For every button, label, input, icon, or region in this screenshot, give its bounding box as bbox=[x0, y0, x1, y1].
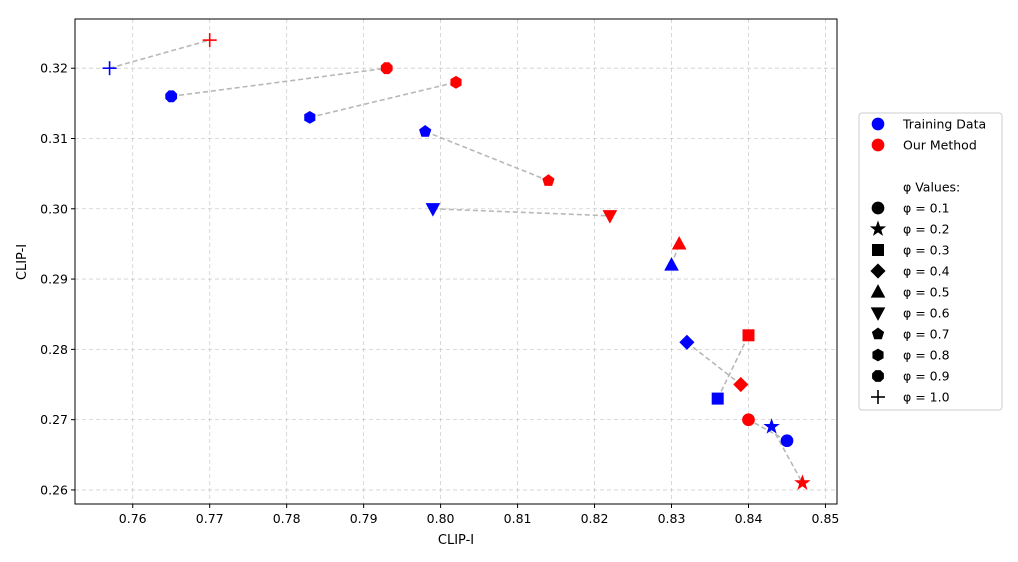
connector-line bbox=[424, 130, 549, 182]
legend-phi-label: φ = 0.6 bbox=[903, 306, 950, 321]
x-axis-label: CLIP-I bbox=[438, 533, 474, 548]
x-tick-label: 0.77 bbox=[196, 511, 224, 526]
plot-frame bbox=[74, 18, 838, 505]
legend-phi-label: φ = 0.1 bbox=[903, 201, 950, 216]
legend-phi-label: φ = 1.0 bbox=[903, 390, 950, 405]
y-tick-label: 0.32 bbox=[40, 61, 68, 76]
x-axis: 0.76 0.77 0.78 0.79 0.80 0.81 0.82 0.83 0.84 0.85 bbox=[119, 504, 840, 526]
y-tick-label: 0.28 bbox=[40, 342, 68, 357]
x-tick-label: 0.76 bbox=[119, 511, 147, 526]
y-tick-label: 0.29 bbox=[40, 272, 68, 287]
x-tick-label: 0.85 bbox=[812, 511, 840, 526]
connector-line bbox=[171, 67, 387, 98]
training-point bbox=[165, 90, 178, 103]
training-point bbox=[780, 434, 794, 448]
x-tick-label: 0.83 bbox=[658, 511, 686, 526]
x-tick-label: 0.81 bbox=[504, 511, 532, 526]
legend-swatch bbox=[871, 138, 885, 152]
our-method-point bbox=[450, 75, 462, 89]
our-method-point bbox=[542, 174, 555, 186]
legend-phi-label: φ = 0.3 bbox=[903, 243, 950, 258]
y-axis: 0.26 0.27 0.28 0.29 0.30 0.31 0.32 bbox=[40, 61, 75, 497]
connector-line bbox=[748, 418, 788, 442]
legend-marker-star bbox=[869, 220, 887, 236]
connector-line bbox=[309, 81, 457, 119]
legend-frame bbox=[858, 112, 1003, 411]
legend-marker-circle bbox=[871, 201, 885, 215]
legend-marker-plus bbox=[871, 390, 885, 404]
legend-entry-label: Our Method bbox=[903, 138, 977, 153]
y-tick-label: 0.26 bbox=[40, 482, 68, 497]
y-tick-label: 0.30 bbox=[40, 201, 68, 216]
x-tick-label: 0.78 bbox=[273, 511, 301, 526]
x-tick-label: 0.84 bbox=[735, 511, 763, 526]
our-method-point bbox=[794, 474, 811, 490]
training-point bbox=[763, 418, 780, 434]
training-point bbox=[102, 61, 117, 76]
legend-swatch bbox=[871, 117, 885, 131]
y-axis-label: CLIP-I bbox=[15, 244, 30, 280]
marker-layer bbox=[102, 33, 811, 490]
training-point bbox=[711, 392, 724, 405]
x-tick-label: 0.82 bbox=[581, 511, 609, 526]
our-method-point bbox=[602, 210, 618, 224]
training-point bbox=[419, 125, 432, 137]
legend-marker-triangle-down bbox=[870, 307, 886, 321]
legend-marker-diamond bbox=[870, 263, 886, 279]
legend-phi-label: φ = 0.5 bbox=[903, 285, 950, 300]
x-tick-label: 0.79 bbox=[350, 511, 378, 526]
y-tick-label: 0.27 bbox=[40, 412, 68, 427]
legend-marker-triangle-up bbox=[870, 284, 886, 298]
our-method-point bbox=[671, 236, 687, 250]
our-method-point bbox=[742, 413, 755, 427]
legend-marker-hexagon bbox=[872, 348, 884, 362]
connector-line bbox=[109, 39, 210, 69]
legend-phi-header: φ Values: bbox=[903, 180, 960, 195]
legend-marker-pentagon bbox=[871, 327, 885, 340]
training-point bbox=[664, 257, 679, 271]
y-tick-label: 0.31 bbox=[40, 131, 68, 146]
legend-phi-label: φ = 0.8 bbox=[903, 348, 950, 363]
our-method-point bbox=[202, 33, 217, 48]
connector-layer bbox=[109, 39, 804, 484]
our-method-point bbox=[733, 376, 749, 393]
training-point bbox=[304, 110, 316, 124]
legend-marker-octagon bbox=[872, 370, 884, 382]
connector-line bbox=[686, 341, 742, 386]
training-point bbox=[679, 334, 695, 350]
legend-marker-square bbox=[872, 244, 884, 256]
grid-layer bbox=[75, 19, 837, 504]
legend: Training Data Our Method φ Values: φ = 0.1 φ… bbox=[858, 112, 1003, 411]
our-method-point bbox=[742, 329, 755, 342]
legend-phi-label: φ = 0.2 bbox=[903, 222, 950, 237]
legend-phi-label: φ = 0.9 bbox=[903, 369, 950, 384]
x-tick-label: 0.80 bbox=[427, 511, 455, 526]
training-point bbox=[425, 203, 441, 217]
connector-line bbox=[770, 426, 804, 484]
our-method-point bbox=[380, 62, 393, 75]
legend-phi-label: φ = 0.7 bbox=[903, 327, 950, 342]
connector-line bbox=[432, 207, 610, 217]
connector-line bbox=[716, 334, 750, 399]
legend-entry-label: Training Data bbox=[902, 117, 986, 132]
legend-phi-label: φ = 0.4 bbox=[903, 264, 950, 279]
